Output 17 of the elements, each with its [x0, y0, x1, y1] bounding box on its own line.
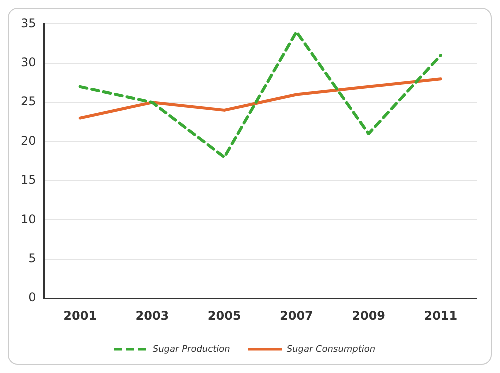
- legend-label: Sugar Production: [152, 344, 231, 355]
- y-tick-label: 0: [28, 290, 36, 305]
- y-tick-label: 5: [28, 252, 36, 266]
- x-tick-label: 2003: [136, 308, 170, 323]
- x-tick-label: 2009: [352, 308, 386, 323]
- x-tick-label: 2005: [208, 308, 242, 323]
- line-series: [78, 30, 442, 159]
- x-tick-label: 2011: [424, 308, 458, 323]
- y-tick-label: 25: [20, 94, 36, 109]
- y-tick-label: 30: [20, 56, 36, 70]
- y-tick-label: 10: [20, 212, 36, 226]
- x-tick-label: 2001: [64, 308, 98, 323]
- y-tick-label: 15: [20, 173, 36, 188]
- y-tick-label: 20: [20, 134, 36, 148]
- legend-label: Sugar Consumption: [286, 344, 376, 355]
- y-tick-label: 35: [20, 16, 36, 30]
- x-tick-label: 2007: [280, 308, 314, 323]
